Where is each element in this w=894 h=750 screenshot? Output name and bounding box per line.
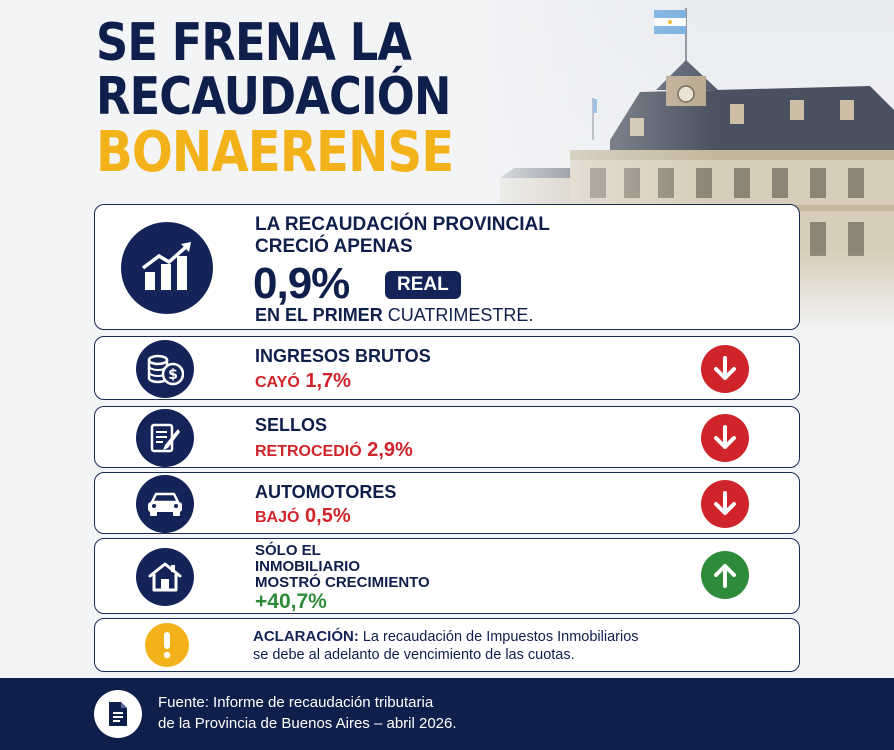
footer-text: Fuente: Informe de recaudación tributari… [158,692,457,734]
item-label: SELLOS [255,415,328,435]
item-label-line-3: MOSTRÓ CRECIMIENTO [255,574,430,591]
clarification-line-1: La recaudación de Impuestos Inmobiliario… [362,629,639,645]
item-value: 2,9% [367,439,413,461]
item-label: AUTOMOTORES [255,482,397,502]
clarification-card: ACLARACIÓN: La recaudación de Impuestos … [94,618,800,672]
arrow-down-icon [701,414,749,462]
item-verb: BAJÓ [255,509,300,526]
main-percentage: 0,9% [253,259,350,308]
growth-chart-icon [121,222,213,314]
item-card-ingresos-brutos: $ INGRESOS BRUTOS CAYÓ 1,7% [94,336,800,400]
main-line-3-rest: CUATRIMESTRE. [387,305,534,325]
clarification-line-2: se debe al adelanto de vencimiento de la… [253,647,575,663]
headline: SE FRENA LA RECAUDACIÓN BONAERENSE [96,16,512,182]
footer-source: Fuente: Informe de recaudación tributari… [0,678,894,750]
item-verb: RETROCEDIÓ [255,443,362,460]
item-change: RETROCEDIÓ 2,9% [255,439,413,462]
item-value: 1,7% [305,370,351,392]
main-line-3-bold: EN EL PRIMER [255,305,383,325]
arrow-down-icon [701,345,749,393]
svg-text:$: $ [168,367,178,383]
item-card-sellos: SELLOS RETROCEDIÓ 2,9% [94,406,800,468]
main-summary-card: LA RECAUDACIÓN PROVINCIAL CRECIÓ APENAS … [94,204,800,330]
item-value: 0,5% [305,505,351,527]
arrow-down-icon [701,480,749,528]
item-verb: CAYÓ [255,374,300,391]
exclamation-icon [145,623,189,667]
headline-line-2: RECAUDACIÓN [96,67,451,127]
item-change: CAYÓ 1,7% [255,370,351,393]
arrow-up-icon [701,551,749,599]
document-icon [94,690,142,738]
real-badge: REAL [385,271,461,299]
item-label-line-1: SÓLO EL [255,542,321,559]
main-line-3: EN EL PRIMER CUATRIMESTRE. [255,305,533,326]
clarification-label: ACLARACIÓN: [253,628,359,645]
item-label-line-2: INMOBILIARIO [255,558,360,575]
document-pen-icon [136,409,194,467]
item-card-automotores: AUTOMOTORES BAJÓ 0,5% [94,472,800,534]
item-value: +40,7% [255,590,327,613]
item-label: INGRESOS BRUTOS [255,346,431,366]
house-icon [136,548,194,606]
footer-line-2: de la Provincia de Buenos Aires – abril … [158,715,457,732]
item-card-inmobiliario: SÓLO EL INMOBILIARIO MOSTRÓ CRECIMIENTO … [94,538,800,614]
headline-line-3: BONAERENSE [96,120,454,185]
footer-line-1: Fuente: Informe de recaudación tributari… [158,694,434,711]
main-line-2: CRECIÓ APENAS [255,236,413,257]
main-line-1: LA RECAUDACIÓN PROVINCIAL [255,214,550,235]
clarification-text: ACLARACIÓN: La recaudación de Impuestos … [253,628,639,664]
headline-line-1: SE FRENA LA [96,13,412,73]
item-change: BAJÓ 0,5% [255,505,351,528]
car-icon [136,475,194,533]
coins-dollar-icon: $ [136,340,194,398]
